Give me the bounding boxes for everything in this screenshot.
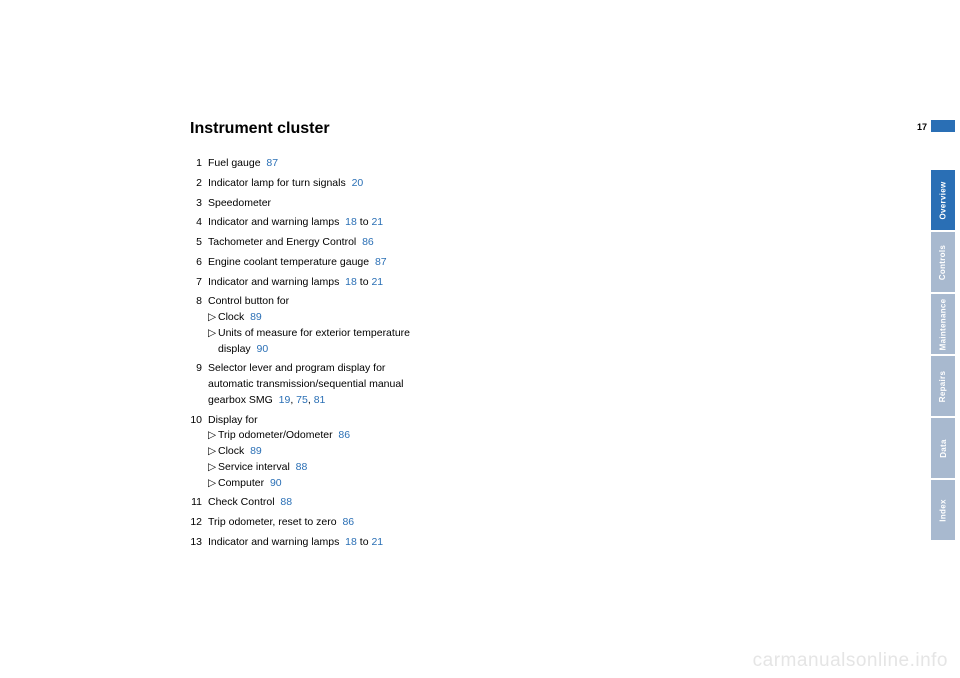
page-ref[interactable]: 86 bbox=[338, 429, 350, 441]
list-item: 4Indicator and warning lamps 18 to 21 bbox=[190, 215, 420, 231]
page-ref[interactable]: 90 bbox=[257, 343, 269, 355]
page-ref[interactable]: 21 bbox=[371, 216, 383, 228]
item-number: 13 bbox=[190, 535, 208, 551]
tab-label: Overview bbox=[939, 181, 948, 219]
item-number: 9 bbox=[190, 361, 208, 408]
item-text: Selector lever and program display for a… bbox=[208, 361, 420, 408]
item-number: 6 bbox=[190, 255, 208, 271]
item-text: Indicator lamp for turn signals 20 bbox=[208, 176, 420, 192]
list-item: 5Tachometer and Energy Control 86 bbox=[190, 235, 420, 251]
item-text: Check Control 88 bbox=[208, 495, 420, 511]
triangle-icon: ▷ bbox=[208, 444, 218, 460]
item-number: 11 bbox=[190, 495, 208, 511]
tab-controls[interactable]: Controls bbox=[931, 232, 955, 292]
tab-label: Index bbox=[939, 499, 948, 521]
triangle-icon: ▷ bbox=[208, 326, 218, 358]
page-heading: Instrument cluster bbox=[190, 120, 750, 138]
page-ref[interactable]: 81 bbox=[314, 394, 326, 406]
list-item: 8Control button for▷Clock 89▷Units of me… bbox=[190, 294, 420, 357]
triangle-icon: ▷ bbox=[208, 428, 218, 444]
tab-repairs[interactable]: Repairs bbox=[931, 356, 955, 416]
tab-maintenance[interactable]: Maintenance bbox=[931, 294, 955, 354]
item-number: 3 bbox=[190, 196, 208, 212]
list-item: 7Indicator and warning lamps 18 to 21 bbox=[190, 275, 420, 291]
tab-label: Repairs bbox=[939, 370, 948, 401]
page-ref[interactable]: 87 bbox=[375, 256, 387, 268]
page-ref[interactable]: 86 bbox=[342, 516, 354, 528]
item-number: 4 bbox=[190, 215, 208, 231]
sub-item: ▷Units of measure for exterior temperatu… bbox=[208, 326, 420, 358]
list-item: 12Trip odometer, reset to zero 86 bbox=[190, 515, 420, 531]
list-item: 6Engine coolant temperature gauge 87 bbox=[190, 255, 420, 271]
item-number: 1 bbox=[190, 156, 208, 172]
section-tabs: Overview Controls Maintenance Repairs Data In… bbox=[931, 170, 955, 542]
list-item: 2Indicator lamp for turn signals 20 bbox=[190, 176, 420, 192]
page-ref[interactable]: 18 bbox=[345, 216, 357, 228]
list-item: 9Selector lever and program display for … bbox=[190, 361, 420, 408]
tab-overview[interactable]: Overview bbox=[931, 170, 955, 230]
page-ref[interactable]: 88 bbox=[296, 461, 308, 473]
page-ref[interactable]: 75 bbox=[296, 394, 308, 406]
triangle-icon: ▷ bbox=[208, 310, 218, 326]
page-number-bar bbox=[931, 120, 955, 132]
page-ref[interactable]: 89 bbox=[250, 445, 262, 457]
tab-data[interactable]: Data bbox=[931, 418, 955, 478]
list-item: 1Fuel gauge 87 bbox=[190, 156, 420, 172]
tab-label: Data bbox=[938, 439, 947, 458]
watermark: carmanualsonline.info bbox=[753, 650, 948, 672]
item-text: Tachometer and Energy Control 86 bbox=[208, 235, 420, 251]
sub-item: ▷Service interval 88 bbox=[208, 460, 420, 476]
item-text: Indicator and warning lamps 18 to 21 bbox=[208, 215, 420, 231]
tab-label: Maintenance bbox=[939, 298, 948, 350]
page-ref[interactable]: 88 bbox=[280, 496, 292, 508]
page-ref[interactable]: 18 bbox=[345, 276, 357, 288]
item-text: Indicator and warning lamps 18 to 21 bbox=[208, 275, 420, 291]
list-item: 10Display for▷Trip odometer/Odometer 86▷… bbox=[190, 413, 420, 492]
tab-index[interactable]: Index bbox=[931, 480, 955, 540]
page-ref[interactable]: 18 bbox=[345, 536, 357, 548]
page-ref[interactable]: 87 bbox=[266, 157, 278, 169]
page-content: Instrument cluster 1Fuel gauge 872Indica… bbox=[190, 120, 750, 555]
triangle-icon: ▷ bbox=[208, 476, 218, 492]
page-ref[interactable]: 20 bbox=[352, 177, 364, 189]
page-number-wrap: 17 bbox=[917, 120, 955, 132]
item-number: 5 bbox=[190, 235, 208, 251]
triangle-icon: ▷ bbox=[208, 460, 218, 476]
item-text: Display for▷Trip odometer/Odometer 86▷Cl… bbox=[208, 413, 420, 492]
item-text: Indicator and warning lamps 18 to 21 bbox=[208, 535, 420, 551]
sub-item: ▷Clock 89 bbox=[208, 310, 420, 326]
item-text: Fuel gauge 87 bbox=[208, 156, 420, 172]
page-ref[interactable]: 90 bbox=[270, 477, 282, 489]
page-ref[interactable]: 89 bbox=[250, 311, 262, 323]
sub-item: ▷Trip odometer/Odometer 86 bbox=[208, 428, 420, 444]
item-number: 8 bbox=[190, 294, 208, 357]
list-item: 3Speedometer bbox=[190, 196, 420, 212]
list-item: 11Check Control 88 bbox=[190, 495, 420, 511]
page-ref[interactable]: 86 bbox=[362, 236, 374, 248]
list-item: 13Indicator and warning lamps 18 to 21 bbox=[190, 535, 420, 551]
page-ref[interactable]: 21 bbox=[371, 536, 383, 548]
item-text: Speedometer bbox=[208, 196, 420, 212]
page-number: 17 bbox=[917, 122, 927, 132]
item-list: 1Fuel gauge 872Indicator lamp for turn s… bbox=[190, 156, 750, 551]
item-number: 10 bbox=[190, 413, 208, 492]
page-ref[interactable]: 19 bbox=[279, 394, 291, 406]
sub-item: ▷Clock 89 bbox=[208, 444, 420, 460]
item-text: Engine coolant temperature gauge 87 bbox=[208, 255, 420, 271]
item-number: 12 bbox=[190, 515, 208, 531]
item-number: 7 bbox=[190, 275, 208, 291]
item-text: Control button for▷Clock 89▷Units of mea… bbox=[208, 294, 420, 357]
sub-item: ▷Computer 90 bbox=[208, 476, 420, 492]
item-number: 2 bbox=[190, 176, 208, 192]
item-text: Trip odometer, reset to zero 86 bbox=[208, 515, 420, 531]
tab-label: Controls bbox=[939, 244, 948, 279]
page-ref[interactable]: 21 bbox=[371, 276, 383, 288]
